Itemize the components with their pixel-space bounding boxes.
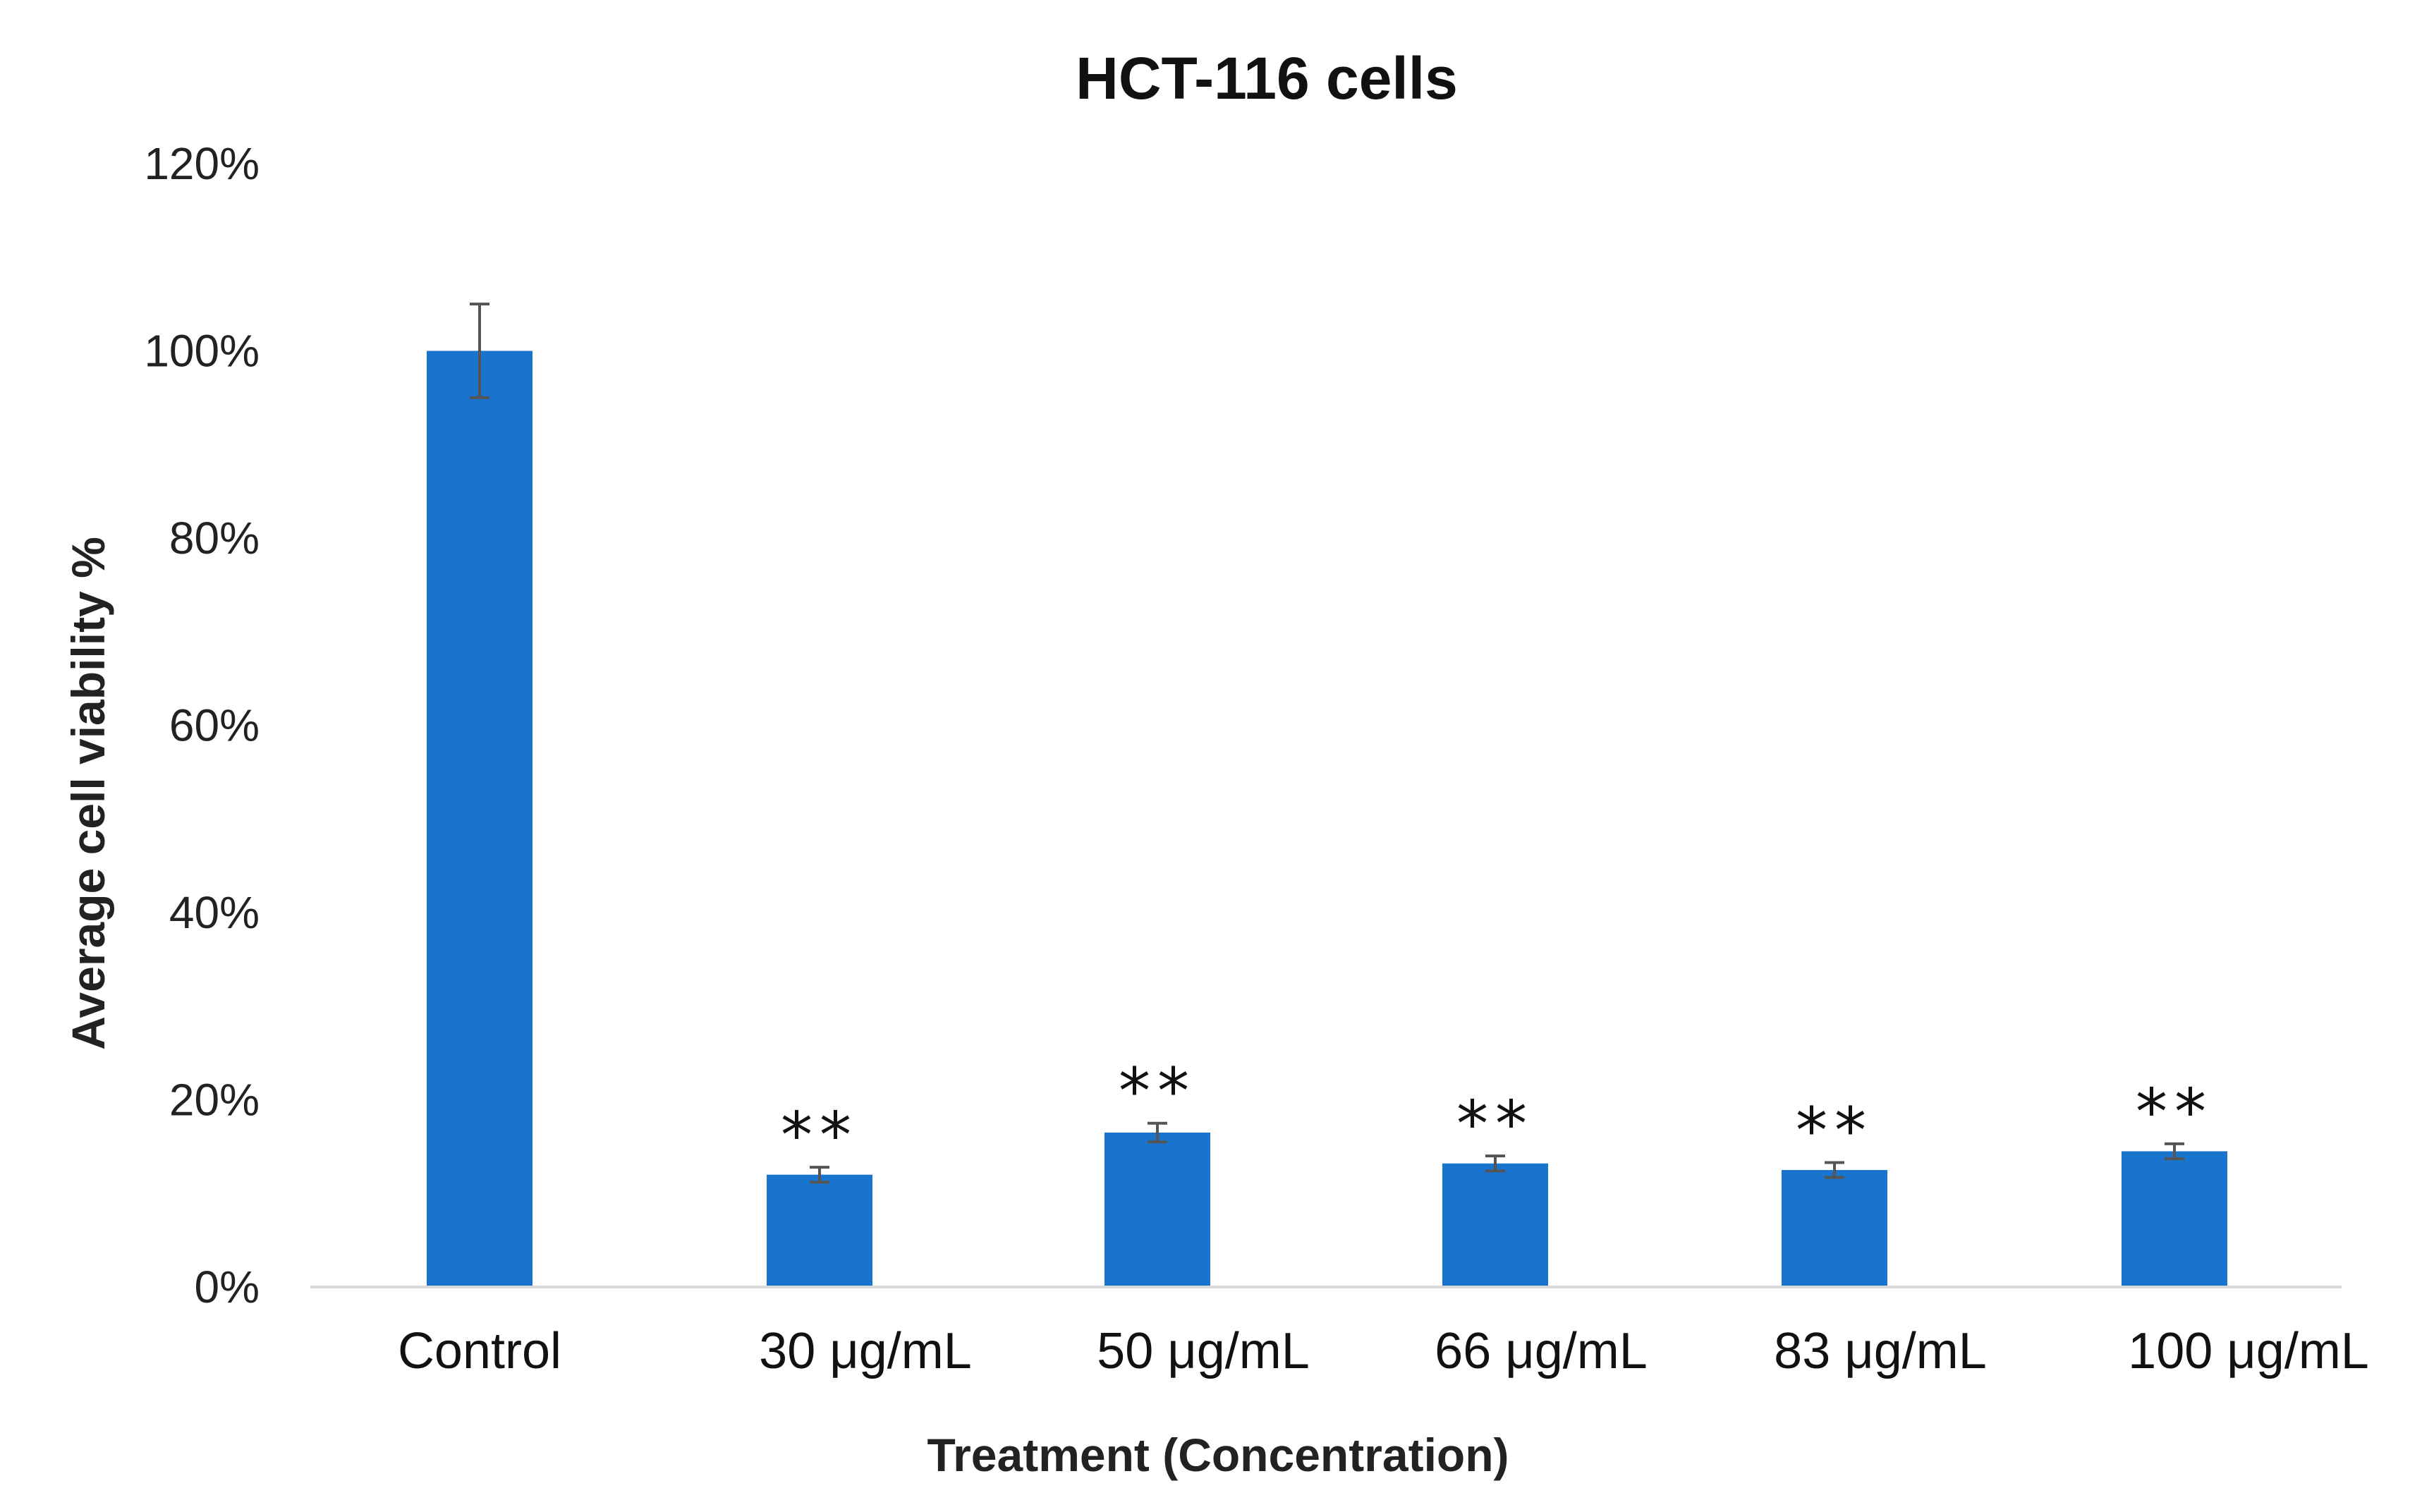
bar bbox=[1782, 1170, 1887, 1287]
x-axis-category-labels: Control 30 μg/mL 50 μg/mL 66 μg/mL 83 μg/mL 1… bbox=[398, 1323, 2369, 1379]
x-category-label: 100 μg/mL bbox=[2128, 1323, 2369, 1379]
significance-marker: ** bbox=[2136, 1075, 2213, 1150]
y-axis-ticks: 0% 20% 40% 60% 80% 100% 120% bbox=[144, 138, 260, 1312]
x-category-label: 30 μg/mL bbox=[759, 1323, 972, 1379]
y-tick-label: 0% bbox=[195, 1262, 260, 1312]
y-tick-label: 60% bbox=[169, 700, 260, 751]
error-bars-group bbox=[470, 303, 2184, 1184]
x-category-label: Control bbox=[398, 1323, 561, 1379]
bar bbox=[1442, 1163, 1548, 1287]
bar bbox=[767, 1174, 872, 1287]
y-tick-label: 20% bbox=[169, 1075, 260, 1126]
bars-group bbox=[427, 350, 2227, 1287]
bar bbox=[1104, 1132, 1210, 1287]
significance-marker: ** bbox=[781, 1099, 858, 1173]
significance-marker: ** bbox=[1456, 1087, 1534, 1162]
y-tick-label: 100% bbox=[144, 326, 260, 377]
significance-marker: ** bbox=[1796, 1094, 1873, 1168]
x-category-label: 50 μg/mL bbox=[1097, 1323, 1310, 1379]
bar bbox=[2122, 1151, 2227, 1287]
bar bbox=[427, 350, 532, 1287]
y-tick-label: 80% bbox=[169, 513, 260, 563]
x-category-label: 83 μg/mL bbox=[1774, 1323, 1987, 1379]
significance-marker: ** bbox=[1119, 1055, 1196, 1129]
significance-annotations: ** ** ** ** ** bbox=[781, 1055, 2213, 1173]
y-tick-label: 120% bbox=[144, 138, 260, 189]
y-tick-label: 40% bbox=[169, 887, 260, 938]
y-axis-title: Average cell viability % bbox=[62, 537, 114, 1050]
x-axis-title: Treatment (Concentration) bbox=[927, 1429, 1509, 1481]
x-category-label: 66 μg/mL bbox=[1435, 1323, 1648, 1379]
chart-title: HCT-116 cells bbox=[1076, 45, 1458, 111]
